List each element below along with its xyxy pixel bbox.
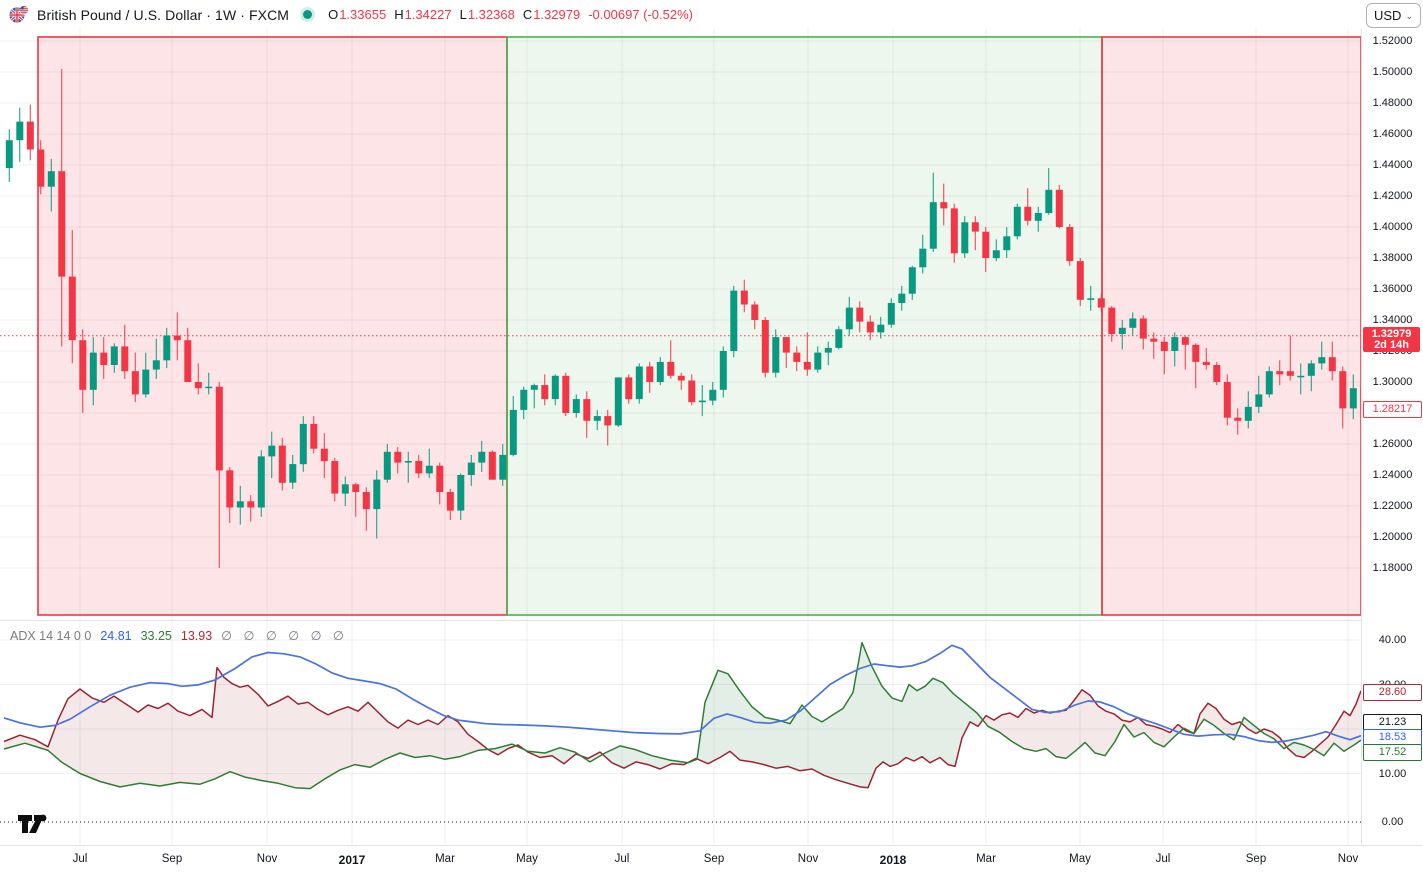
indicator-value-plus-di: 33.25 <box>140 628 172 643</box>
adx-value-badge: 28.60 <box>1363 684 1422 701</box>
time-axis-month-label[interactable]: May <box>1069 853 1091 865</box>
high-value: 1.34227 <box>404 7 452 22</box>
time-axis-month-label[interactable]: Sep <box>1245 853 1267 865</box>
change-value: -0.00697 (-0.52%) <box>588 7 693 22</box>
bar-countdown: 2d 14h <box>1374 338 1409 351</box>
price-tick-label: 1.30000 <box>1372 376 1413 388</box>
time-axis-month-label[interactable]: Jul <box>1155 853 1171 865</box>
time-axis-month-label[interactable]: Nov <box>797 853 819 865</box>
price-tick-label: 1.40000 <box>1372 221 1413 233</box>
price-tick-label: 1.34000 <box>1372 314 1413 326</box>
open-label: O <box>328 7 339 22</box>
price-tick-label: 1.20000 <box>1372 531 1413 543</box>
current-price-value: 1.32979 <box>1371 327 1412 340</box>
current-price-badge: 1.32979 2d 14h <box>1363 326 1420 352</box>
ohlc-values: O 1.33655 H 1.34227 L 1.32368 C 1.32979 -0.0… <box>328 7 693 22</box>
price-tick-label: 1.26000 <box>1372 438 1413 450</box>
symbol-title[interactable]: British Pound / U.S. Dollar · 1W · FXCM <box>37 6 290 23</box>
indicator-value-minus-di: 13.93 <box>180 628 213 643</box>
time-axis-month-label[interactable]: Nov <box>1337 853 1359 865</box>
indicator-name-params: ADX 14 14 0 0 <box>10 628 92 643</box>
price-tick-label: 1.42000 <box>1372 190 1413 202</box>
market-status-dot-icon[interactable] <box>303 10 313 19</box>
price-tick-label: 1.48000 <box>1372 97 1413 109</box>
indicator-header[interactable]: ADX 14 14 0 0 24.81 33.25 13.93 ∅ ∅ ∅ ∅ … <box>10 628 348 644</box>
price-tick-label: 1.50000 <box>1372 66 1413 78</box>
time-axis-month-label[interactable]: Sep <box>161 853 183 865</box>
price-tick-label: 1.38000 <box>1372 252 1413 264</box>
price-tick-label: 1.52000 <box>1372 35 1413 47</box>
adx-value-badge: 17.52 <box>1363 744 1422 761</box>
symbol-flag-icon <box>8 5 30 24</box>
chart-header: British Pound / U.S. Dollar · 1W · FXCM … <box>0 0 1368 29</box>
currency-unit-label: USD <box>1374 8 1402 23</box>
time-axis[interactable]: Jul Sep Nov 2017 Mar May Jul Sep Nov 2018 Mar May Ju… <box>0 846 1423 879</box>
time-axis-year-label[interactable]: 2017 <box>338 853 366 867</box>
price-axis[interactable]: 1.52000 1.50000 1.48000 1.46000 1.44000 1.420… <box>1362 0 1423 845</box>
time-axis-month-label[interactable]: Jul <box>614 853 630 865</box>
currency-unit-button[interactable]: USD ⌄ <box>1366 3 1421 28</box>
time-axis-year-label[interactable]: 2018 <box>879 853 907 867</box>
high-label: H <box>394 7 404 22</box>
low-value: 1.32368 <box>467 7 515 22</box>
adx-tick-label: 10.00 <box>1378 767 1407 780</box>
price-tick-label: 1.36000 <box>1372 283 1413 295</box>
time-axis-month-label[interactable]: Jul <box>72 853 88 865</box>
time-axis-month-label[interactable]: Nov <box>256 853 278 865</box>
price-level-badge: 1.28217 <box>1363 400 1422 418</box>
tradingview-logo-icon[interactable] <box>16 813 52 840</box>
adx-tick-label: 0.00 <box>1381 816 1404 828</box>
close-label: C <box>522 7 533 22</box>
price-tick-label: 1.46000 <box>1372 128 1413 140</box>
low-label: L <box>459 7 467 22</box>
chevron-down-icon: ⌄ <box>1405 10 1413 21</box>
indicator-empty-values: ∅ ∅ ∅ ∅ ∅ ∅ <box>221 629 348 643</box>
price-tick-label: 1.22000 <box>1372 500 1413 512</box>
open-value: 1.33655 <box>339 7 387 22</box>
time-axis-month-label[interactable]: Mar <box>976 853 996 865</box>
time-axis-month-label[interactable]: Sep <box>703 853 725 865</box>
indicator-value-adx: 24.81 <box>100 628 132 643</box>
adx-value-badge: 18.53 <box>1363 729 1422 746</box>
price-tick-label: 1.24000 <box>1372 469 1413 481</box>
time-axis-month-label[interactable]: Mar <box>435 853 455 865</box>
time-axis-month-label[interactable]: May <box>516 853 538 865</box>
adx-tick-label: 40.00 <box>1378 634 1407 646</box>
price-tick-label: 1.44000 <box>1372 159 1413 171</box>
price-tick-label: 1.18000 <box>1372 562 1413 574</box>
close-value: 1.32979 <box>533 7 581 22</box>
